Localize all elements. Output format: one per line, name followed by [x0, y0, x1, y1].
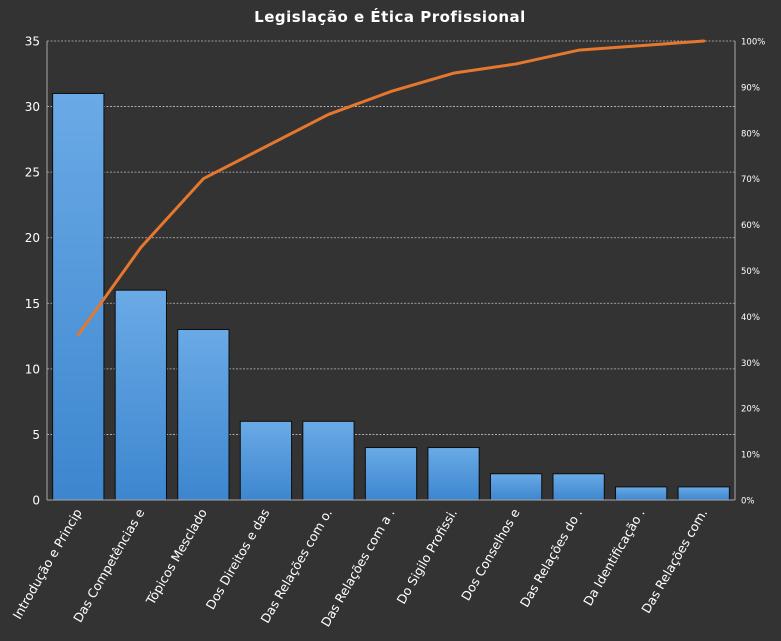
bar [427, 447, 480, 501]
y2-tick-label: 40% [741, 313, 760, 323]
chart-title: Legislação e Ética Profissional [254, 7, 526, 26]
x-tick-label: Dos Direitos e das [203, 506, 273, 612]
y-tick-label: 35 [25, 35, 40, 49]
bar [114, 289, 167, 501]
y-tick-label: 10 [25, 362, 40, 376]
x-tick-label: Das Relações do . [517, 506, 585, 610]
y2-tick-label: 60% [741, 221, 760, 231]
x-tick-label: Da Identificação . [580, 506, 648, 608]
bar [615, 486, 668, 501]
y2-tick-label: 100% [741, 38, 765, 48]
bar [52, 92, 105, 501]
y-tick-label: 0 [32, 494, 40, 508]
cumulative-line [76, 39, 706, 337]
gridlines [47, 40, 735, 435]
y-tick-label: 5 [32, 428, 40, 442]
y-tick-label: 25 [25, 166, 40, 180]
bar [552, 473, 605, 501]
x-tick-label: Introdução e Princip [9, 506, 84, 622]
x-tick-label: Das Relações com. [638, 506, 710, 616]
y2-tick-label: 30% [741, 359, 760, 369]
bar [239, 420, 293, 501]
x-tick-label: Dos Conselhos e [458, 506, 523, 603]
y2-tick-label: 80% [741, 129, 760, 139]
y2-tick-label: 70% [741, 175, 760, 185]
bar [489, 473, 543, 501]
x-tick-label: Tópicos Mesclado [142, 506, 210, 608]
y-tick-label: 20 [25, 231, 40, 245]
y-tick-label: 15 [25, 297, 40, 311]
y2-tick-label: 90% [741, 83, 760, 93]
bar [677, 486, 730, 501]
x-tick-label: Das Competências e [70, 506, 147, 625]
y2-tick-label: 20% [741, 405, 760, 415]
bar [177, 329, 230, 501]
x-tick-label: Do Sigilo Profissi. [393, 506, 460, 606]
bars [52, 92, 730, 501]
x-tick-label: Das Relações com a . [318, 506, 398, 629]
cumulative-line-path [76, 39, 706, 337]
y2-tick-label: 50% [741, 267, 760, 277]
bar [302, 420, 355, 501]
y2-tick-label: 10% [741, 451, 760, 461]
bar [364, 447, 418, 501]
y-tick-label: 30 [25, 100, 40, 114]
x-tick-label: Das Relações com o. [257, 506, 335, 626]
y2-tick-label: 0% [741, 497, 755, 507]
